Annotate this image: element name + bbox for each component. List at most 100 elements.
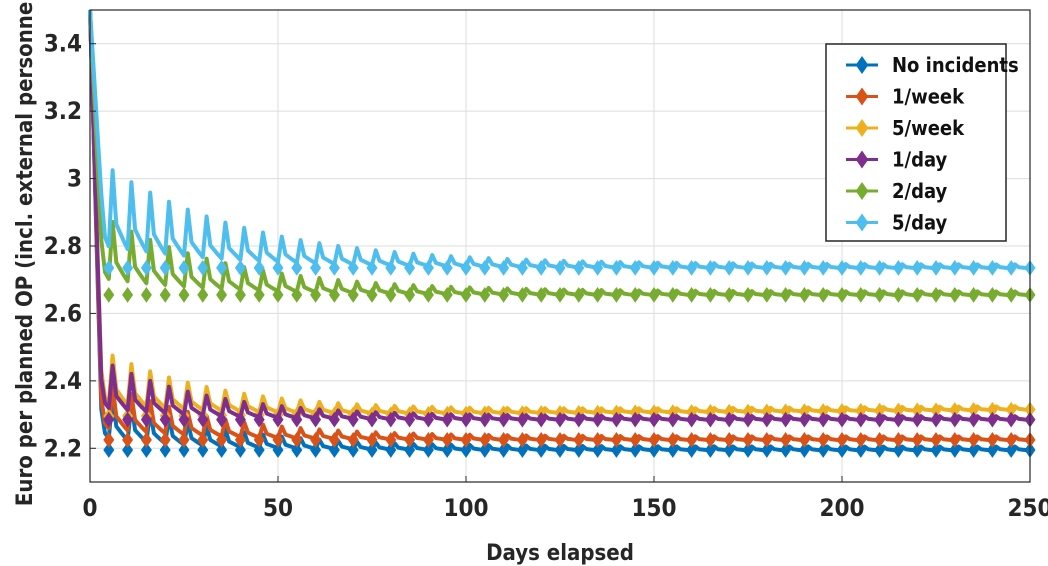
diamond-marker	[1005, 411, 1017, 428]
diamond-marker	[479, 411, 491, 428]
diamond-marker	[103, 442, 115, 458]
diamond-marker	[761, 431, 773, 448]
diamond-marker	[949, 411, 961, 428]
diamond-marker	[422, 431, 434, 448]
diamond-marker	[592, 411, 604, 428]
diamond-marker	[366, 260, 378, 276]
legend-label: No incidents	[892, 53, 1019, 77]
diamond-marker	[629, 260, 641, 276]
diamond-marker	[968, 411, 980, 428]
diamond-marker	[986, 411, 998, 428]
diamond-marker	[573, 411, 585, 428]
diamond-marker	[874, 442, 886, 458]
diamond-marker	[234, 411, 246, 428]
diamond-marker	[272, 431, 284, 448]
diamond-marker	[986, 260, 998, 276]
diamond-marker	[178, 260, 190, 276]
diamond-marker	[817, 287, 829, 303]
diamond-marker	[253, 260, 265, 276]
diamond-marker	[366, 411, 378, 428]
diamond-marker	[911, 260, 923, 276]
diamond-marker	[159, 442, 171, 458]
diamond-marker	[404, 442, 416, 458]
diamond-marker	[798, 260, 810, 276]
diamond-marker	[629, 411, 641, 428]
diamond-marker	[648, 287, 660, 303]
diamond-marker	[573, 260, 585, 276]
diamond-marker	[291, 411, 303, 428]
diamond-marker	[648, 442, 660, 458]
diamond-marker	[197, 411, 209, 428]
diamond-marker	[930, 442, 942, 458]
x-tick-label: 50	[263, 494, 293, 522]
diamond-marker	[798, 442, 810, 458]
diamond-marker	[516, 442, 528, 458]
series-layer	[88, 9, 1036, 458]
diamond-marker	[216, 287, 228, 303]
diamond-marker	[422, 260, 434, 276]
diamond-marker	[310, 442, 322, 458]
diamond-marker	[723, 411, 735, 428]
x-tick-label: 200	[819, 494, 864, 522]
legend-item: 5/week	[846, 116, 965, 140]
diamond-marker	[855, 431, 867, 448]
diamond-marker	[479, 287, 491, 303]
diamond-marker	[780, 442, 792, 458]
diamond-marker	[986, 287, 998, 303]
y-tick-label: 3.4	[44, 30, 82, 58]
legend-item: 1/week	[846, 85, 965, 109]
diamond-marker	[385, 287, 397, 303]
diamond-marker	[610, 442, 622, 458]
diamond-marker	[686, 431, 698, 448]
diamond-marker	[874, 431, 886, 448]
diamond-marker	[535, 260, 547, 276]
diamond-marker	[930, 411, 942, 428]
diamond-marker	[723, 442, 735, 458]
diamond-marker	[460, 260, 472, 276]
diamond-marker	[573, 431, 585, 448]
diamond-marker	[272, 442, 284, 458]
diamond-marker	[892, 411, 904, 428]
diamond-marker	[385, 411, 397, 428]
diamond-marker	[761, 260, 773, 276]
diamond-marker	[422, 287, 434, 303]
x-tick-label: 250	[1007, 494, 1048, 522]
legend-marker	[855, 213, 869, 232]
diamond-marker	[216, 442, 228, 458]
diamond-marker	[216, 260, 228, 276]
diamond-marker	[554, 411, 566, 428]
diamond-marker	[911, 431, 923, 448]
diamond-marker	[122, 442, 134, 458]
diamond-marker	[761, 411, 773, 428]
series-no-incidents	[88, 9, 1036, 458]
diamond-marker	[216, 411, 228, 428]
diamond-marker	[460, 431, 472, 448]
diamond-marker	[310, 431, 322, 448]
legend-label: 1/week	[892, 85, 965, 109]
diamond-marker	[930, 260, 942, 276]
diamond-marker	[441, 411, 453, 428]
y-tick-label: 2.2	[44, 434, 82, 462]
diamond-marker	[404, 431, 416, 448]
diamond-marker	[385, 442, 397, 458]
diamond-marker	[479, 431, 491, 448]
diamond-marker	[404, 260, 416, 276]
diamond-marker	[1005, 442, 1017, 458]
diamond-marker	[234, 442, 246, 458]
legend-item: 1/day	[846, 148, 947, 172]
diamond-marker	[140, 287, 152, 303]
legend-label: 1/day	[892, 148, 947, 172]
diamond-marker	[347, 260, 359, 276]
diamond-marker	[836, 442, 848, 458]
diamond-marker	[347, 431, 359, 448]
x-tick-label: 100	[443, 494, 488, 522]
diamond-marker	[667, 411, 679, 428]
diamond-marker	[892, 431, 904, 448]
diamond-marker	[535, 442, 547, 458]
diamond-marker	[892, 442, 904, 458]
diamond-marker	[197, 431, 209, 448]
diamond-marker	[836, 431, 848, 448]
diamond-marker	[968, 260, 980, 276]
diamond-marker	[723, 287, 735, 303]
diamond-marker	[667, 260, 679, 276]
